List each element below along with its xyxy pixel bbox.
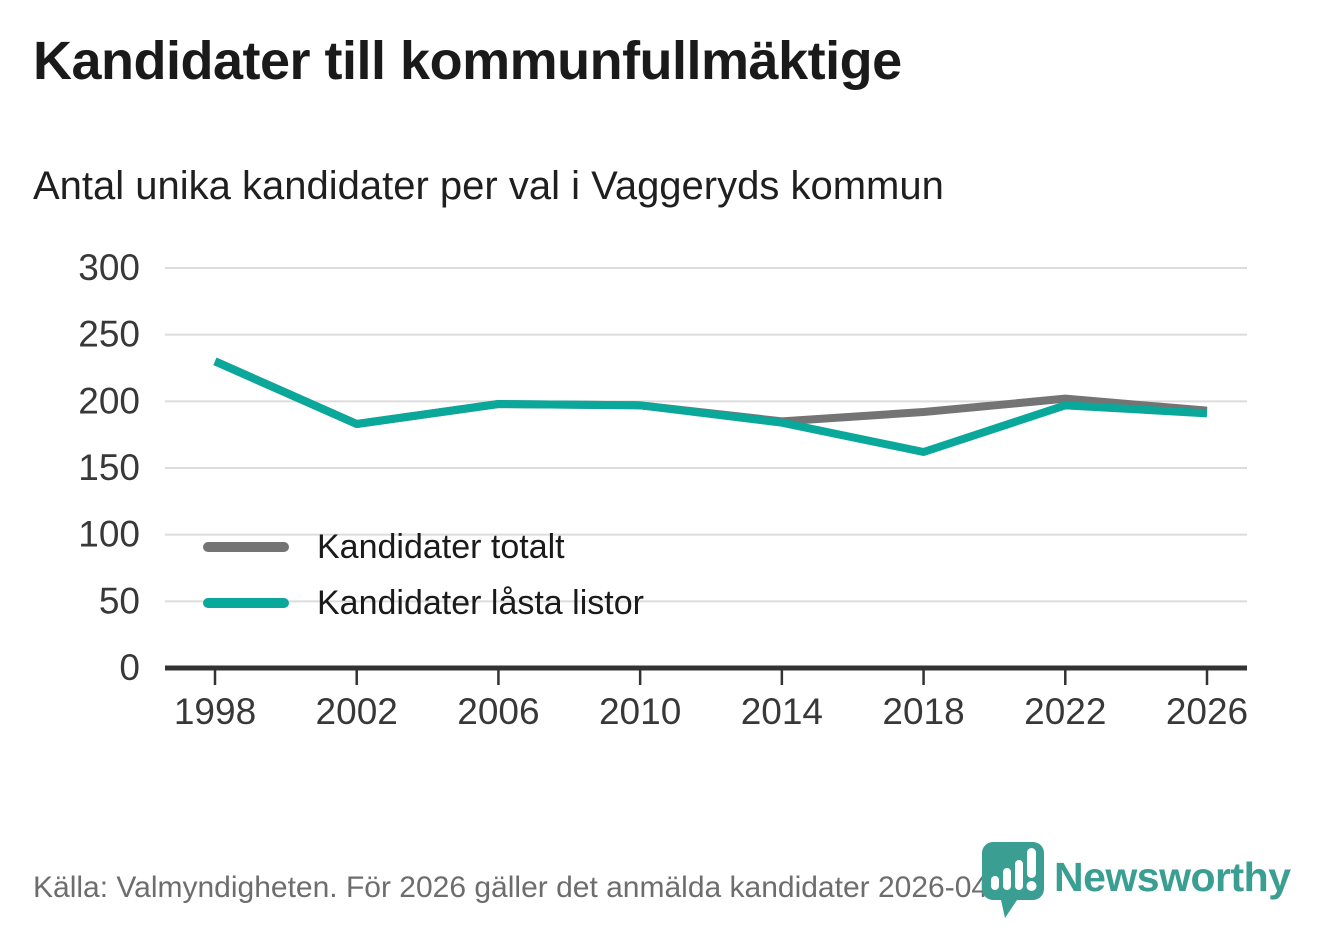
newsworthy-pin-icon bbox=[982, 841, 1044, 918]
y-tick-label-50: 50 bbox=[99, 580, 140, 621]
legend-label-lasta-listor: Kandidater låsta listor bbox=[317, 583, 644, 622]
x-tick-label-2010: 2010 bbox=[599, 691, 681, 732]
y-tick-label-0: 0 bbox=[119, 647, 140, 688]
x-tick-label-2018: 2018 bbox=[882, 691, 964, 732]
x-tick-label-2014: 2014 bbox=[741, 691, 823, 732]
exclamation-bar bbox=[1027, 847, 1036, 878]
chart-subtitle: Antal unika kandidater per val i Vaggery… bbox=[33, 164, 944, 208]
x-tick-label-2026: 2026 bbox=[1166, 691, 1248, 732]
legend-swatch-lasta-listor bbox=[203, 598, 289, 608]
x-tick-label-2006: 2006 bbox=[457, 691, 539, 732]
x-tick-label-1998: 1998 bbox=[174, 691, 256, 732]
newsworthy-logo: Newsworthy bbox=[980, 838, 1310, 923]
bar-large bbox=[1015, 859, 1023, 890]
legend-item-kandidater-lasta-listor: Kandidater låsta listor bbox=[203, 580, 644, 626]
legend-label-totalt: Kandidater totalt bbox=[317, 527, 565, 566]
bar-medium bbox=[1003, 867, 1011, 890]
y-tick-label-250: 250 bbox=[78, 314, 140, 355]
series-line-kandidater-lasta-listor bbox=[213, 357, 1208, 456]
exclamation-dot bbox=[1026, 880, 1037, 891]
bar-small bbox=[991, 875, 999, 890]
legend-item-kandidater-totalt: Kandidater totalt bbox=[203, 524, 644, 570]
page-title: Kandidater till kommunfullmäktige bbox=[33, 31, 902, 91]
chart-legend: Kandidater totalt Kandidater låsta listo… bbox=[203, 524, 644, 636]
line-chart: 0 50 100 150 200 250 300 1998 2002 2006 2010 2014 20… bbox=[78, 247, 1248, 732]
brand-name: Newsworthy bbox=[1054, 854, 1291, 900]
x-tick-label-2022: 2022 bbox=[1024, 691, 1106, 732]
y-tick-label-300: 300 bbox=[78, 247, 140, 288]
y-tick-label-200: 200 bbox=[78, 380, 140, 421]
y-tick-label-150: 150 bbox=[78, 447, 140, 488]
x-tick-label-2002: 2002 bbox=[316, 691, 398, 732]
legend-swatch-totalt bbox=[203, 542, 289, 552]
y-tick-label-100: 100 bbox=[78, 514, 140, 555]
source-note: Källa: Valmyndigheten. För 2026 gäller d… bbox=[33, 871, 1040, 904]
